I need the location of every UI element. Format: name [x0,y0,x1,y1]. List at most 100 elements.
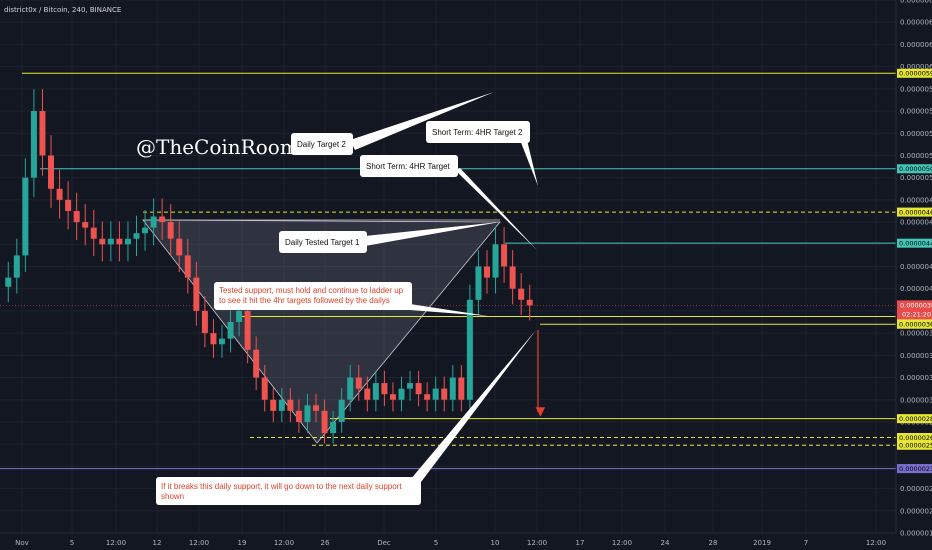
x-tick-label: Nov [15,539,29,547]
candle-body [407,383,414,389]
x-tick-label: 26 [321,539,330,547]
candle-body [116,238,123,245]
candle-body [48,155,55,189]
level-price-tag [897,238,932,248]
x-tick-label: 12:00 [866,539,886,547]
candle-body [295,410,302,422]
x-tick-label: 2019 [753,539,771,547]
x-tick-label: 19 [238,539,247,547]
y-tick-label: 0.00000220 [900,485,932,493]
candle-body [167,222,174,239]
x-tick-label: 12:00 [274,539,294,547]
candle-body [483,266,490,278]
candle-body [142,227,149,234]
x-tick-label: 17 [576,539,585,547]
candle-body [107,238,114,245]
y-tick-label: 0.00000640 [900,19,932,27]
candle-body [82,222,89,228]
current-price-countdown: 02:21:20 [902,310,931,318]
level-price-label: 0.00000368 [899,321,932,329]
x-tick-label: 10 [491,539,500,547]
candle-body [389,394,396,400]
x-tick-label: 12:00 [612,539,632,547]
candle-body [184,255,191,278]
level-price-tag [897,433,932,443]
candle-body [30,111,37,178]
candle-body [56,188,63,200]
y-tick-label: 0.00000660 [900,0,932,5]
x-axis: Nov 5 12:00 12 12:00 19 12:00 26 Dec 5 10 12:00 17 12… [0,532,896,547]
level-price-label: 0.00000508 [899,165,932,173]
candle-body [278,399,285,411]
y-tick-label: 0.00000360 [900,330,932,338]
y-tick-label: 0.00000460 [900,219,932,227]
y-tick-label: 0.00000420 [900,263,932,271]
y-axis-panel [896,0,932,550]
x-tick-label: 12:00 [106,539,126,547]
candle-body [270,399,277,411]
candle-body [304,405,311,422]
y-tick-label: 0.00000560 [900,108,932,116]
callout-daily-tested-target-1 [279,231,367,253]
y-tick-label: 0.00000300 [900,396,932,404]
callout-daily-tested-target-1-text: Daily Tested Target 1 [285,238,360,247]
chart-title: district0x / Bitcoin, 240, BINANCE [4,6,121,14]
level-price-tag [897,207,932,217]
candle-body [501,244,508,267]
y-tick-label: 0.00000400 [900,285,932,293]
level-price-label: 0.00000469 [899,208,932,216]
y-tick-label: 0.00000180 [900,530,932,538]
candle-body [5,277,12,287]
pointer-4hr-target-2 [520,140,538,186]
candle-body [466,299,473,400]
candle-body [526,299,533,306]
level-price-label: 0.00000266 [899,434,932,442]
callout-tested-support-line2: to see it hit the 4hr targets followed b… [219,296,390,305]
candle-body [39,111,46,156]
candle-body [313,405,320,411]
current-price-tag [897,300,932,320]
y-tick-label: 0.00000520 [900,152,932,160]
level-price-tag [897,68,932,78]
pointer-breaks-support [410,330,536,486]
candle-body [347,377,354,400]
current-price-label: 0.00000385 [900,301,932,309]
pointer-tested-support [410,304,488,316]
x-tick-label: 28 [709,539,718,547]
callout-daily-target-2 [291,133,353,155]
candle-body [364,388,371,400]
callout-tested-support [214,282,412,310]
level-lines [0,72,896,470]
y-tick-label: 0.00000500 [900,174,932,182]
candle-body [415,383,422,395]
callout-4hr-target-2-text: Short Term: 4HR Target 2 [432,128,523,137]
candle-body [398,388,405,400]
candle-body [475,266,482,300]
y-tick-label: 0.00000580 [900,85,932,93]
candle-body [424,394,431,400]
level-price-tag [897,440,932,450]
pointer-daily-target-2 [350,92,494,150]
x-tick-label: 5 [70,539,74,547]
y-axis: 0.00000660 0.00000640 0.00000620 0.00000600… [895,0,932,550]
candle-body [330,421,337,434]
candle-body [432,388,439,400]
callout-tested-support-line1: Tested support, must hold and continue t… [219,286,404,295]
candle-body [159,216,166,223]
level-price-label: 0.00000238 [899,465,932,473]
candle-body [210,333,217,345]
callout-breaks-support-line2: shown [161,492,184,501]
candle-body [338,399,345,422]
level-price-label: 0.00000441 [899,239,932,247]
x-tick-label: 24 [661,539,670,547]
candle-body [133,233,140,239]
x-tick-label: 7 [804,539,808,547]
callout-breaks-support-line1: If it breaks this daily support, it will… [161,482,402,491]
pointer-4hr-target [455,168,537,250]
x-tick-label: 12 [153,539,162,547]
candle-body [227,322,234,339]
callout-4hr-target-2 [426,121,530,143]
